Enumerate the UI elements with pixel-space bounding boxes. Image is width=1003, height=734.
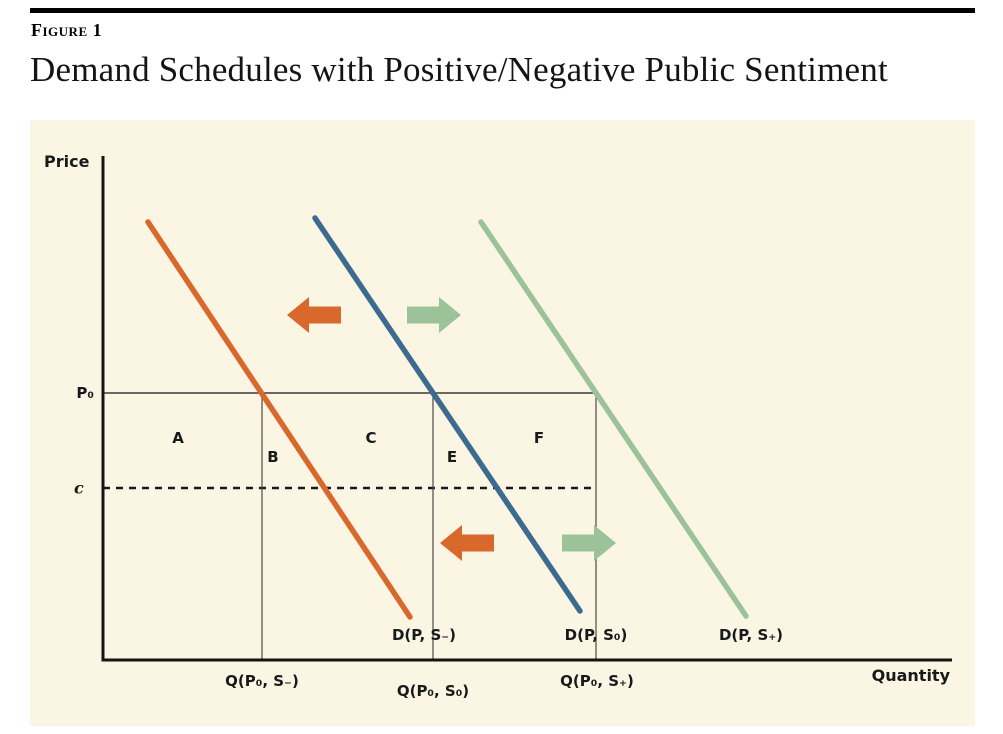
region-label-f: F — [533, 429, 545, 447]
shift-right-arrow-bottom — [562, 525, 616, 561]
quantity-label-positive: Q(P₀, S₊) — [560, 672, 634, 690]
shift-right-arrow-top — [407, 297, 461, 333]
shift-left-arrow-top — [287, 297, 341, 333]
curve-label-positive: D(P, S₊) — [718, 626, 784, 644]
top-rule — [30, 8, 975, 13]
chart-panel: Price Quantity P₀ c A B C E F D(P, S₋) D… — [30, 120, 975, 726]
region-label-e: E — [446, 448, 458, 466]
curve-label-neutral: D(P, S₀) — [564, 626, 628, 644]
quantity-label-neutral: Q(P₀, S₀) — [396, 682, 470, 700]
shift-left-arrow-bottom — [440, 525, 494, 561]
price-level-label: P₀ — [76, 384, 94, 402]
figure-kicker: Figure 1 — [31, 20, 103, 40]
curve-label-negative: D(P, S₋) — [391, 626, 457, 644]
region-label-a: A — [172, 429, 184, 447]
x-axis-label: Quantity — [871, 666, 950, 685]
figure-title: Demand Schedules with Positive/Negative … — [30, 50, 888, 89]
quantity-label-negative: Q(P₀, S₋) — [225, 672, 299, 690]
demand-curve-neutral — [312, 215, 583, 614]
demand-diagram — [101, 156, 952, 662]
demand-curve-positive — [478, 219, 749, 619]
cost-level-label: c — [74, 478, 84, 498]
demand-curve-negative — [145, 219, 413, 620]
region-label-c: C — [365, 429, 377, 447]
y-axis-label: Price — [44, 152, 90, 171]
region-label-b: B — [267, 448, 279, 466]
